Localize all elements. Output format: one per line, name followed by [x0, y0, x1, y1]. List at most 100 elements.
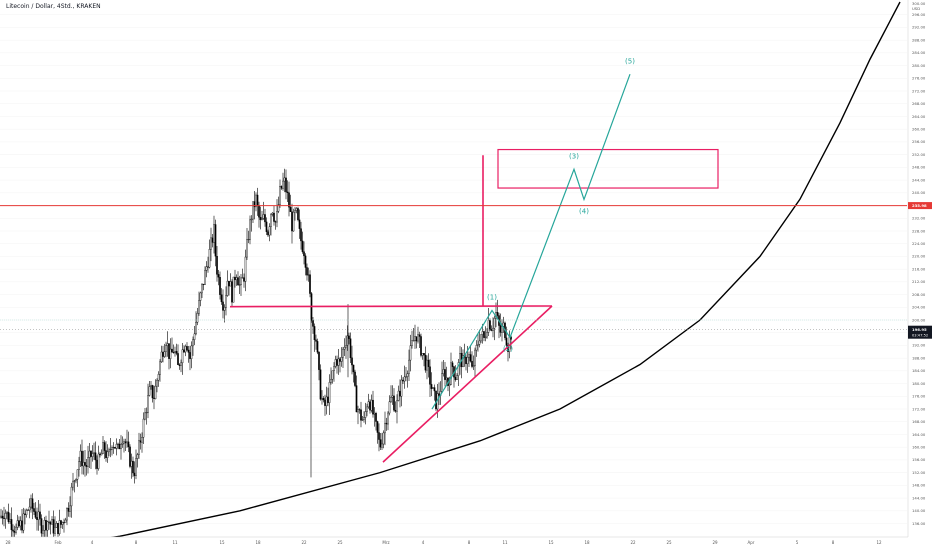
- candle: [384, 411, 386, 446]
- candle: [201, 283, 203, 298]
- candle-body: [45, 520, 47, 531]
- candle: [441, 361, 443, 393]
- candle: [33, 502, 35, 515]
- candle-body: [408, 359, 410, 374]
- candle: [214, 219, 217, 267]
- candle: [49, 520, 52, 535]
- time-axis[interactable]: 28 Feb 4 8 11 15 18 22 25 Mrz 4 8 11 15 18 22 25 29 Apr 5 8 1…: [0, 536, 932, 550]
- candle: [114, 446, 116, 450]
- candle: [249, 215, 251, 245]
- candle-body: [255, 194, 257, 208]
- candle-body: [444, 369, 446, 380]
- candle: [271, 212, 274, 217]
- candle-body: [66, 508, 68, 521]
- candle: [55, 521, 58, 528]
- candle-body: [390, 397, 392, 402]
- candle-body: [159, 361, 161, 375]
- candle: [226, 270, 229, 297]
- candle-body: [420, 336, 422, 356]
- candle: [244, 249, 247, 292]
- candle-body: [18, 520, 20, 527]
- candle-body: [300, 228, 302, 242]
- wave-path: [431, 73, 631, 410]
- candle: [73, 479, 76, 493]
- candle: [408, 349, 410, 382]
- candle: [433, 384, 436, 401]
- candle-body: [252, 201, 254, 220]
- candle: [423, 352, 425, 367]
- candle: [84, 450, 86, 477]
- candle: [190, 341, 193, 369]
- candle: [256, 187, 259, 216]
- candle: [327, 387, 329, 407]
- candle: [387, 411, 389, 431]
- candle: [156, 378, 158, 393]
- candle-body: [108, 449, 110, 453]
- candle: [250, 215, 253, 232]
- candle: [15, 523, 17, 535]
- candle: [141, 432, 143, 453]
- candle: [25, 508, 28, 518]
- candle-body: [202, 283, 205, 285]
- candle: [375, 411, 377, 431]
- candle: [67, 502, 70, 517]
- candle: [300, 221, 302, 250]
- candle: [286, 180, 289, 202]
- candle-body: [228, 280, 230, 287]
- candle: [352, 364, 355, 383]
- candle-body: [423, 353, 425, 356]
- candle: [358, 408, 361, 414]
- candle: [48, 510, 50, 530]
- candle: [100, 449, 103, 456]
- candle: [475, 340, 478, 357]
- candle-body: [238, 284, 241, 286]
- candle: [183, 345, 185, 354]
- candle-body: [267, 231, 269, 236]
- candle-body: [462, 355, 464, 368]
- candle: [297, 206, 299, 222]
- candle-body: [276, 211, 278, 223]
- candle-body: [400, 379, 403, 397]
- candle: [342, 346, 344, 368]
- candle-body: [144, 412, 146, 420]
- candle: [97, 445, 100, 471]
- candle-body: [493, 317, 496, 329]
- candle: [273, 205, 275, 226]
- time-tick-label: 11: [172, 540, 178, 545]
- candle: [427, 353, 430, 378]
- candle: [240, 274, 242, 297]
- candle: [138, 432, 140, 459]
- current-price-badge: [908, 325, 932, 339]
- candle-body: [156, 380, 158, 387]
- candle-body: [451, 362, 454, 367]
- candle: [450, 352, 452, 386]
- candle-body: [130, 460, 133, 467]
- candle: [298, 209, 301, 239]
- candle-body: [57, 523, 59, 535]
- candle: [150, 380, 152, 390]
- price-tick-label: 244.00: [912, 177, 926, 182]
- price-tick-label: 240.00: [912, 190, 926, 195]
- candle-body: [292, 211, 295, 232]
- candle-body: [348, 335, 350, 339]
- candle-body: [169, 348, 172, 359]
- candle: [211, 234, 214, 248]
- candle: [103, 440, 106, 459]
- candle: [202, 283, 205, 291]
- candle-body: [16, 520, 19, 528]
- candle-body: [166, 343, 169, 346]
- candle: [372, 390, 374, 418]
- candle-body: [25, 510, 28, 515]
- candle: [102, 436, 104, 454]
- candle: [63, 518, 65, 533]
- price-tick-label: 164.00: [912, 432, 926, 437]
- candle-body: [102, 442, 104, 454]
- candle: [174, 346, 176, 357]
- candle: [93, 442, 95, 460]
- candle-body: [262, 214, 265, 219]
- candle-body: [403, 376, 406, 382]
- candle: [61, 521, 64, 530]
